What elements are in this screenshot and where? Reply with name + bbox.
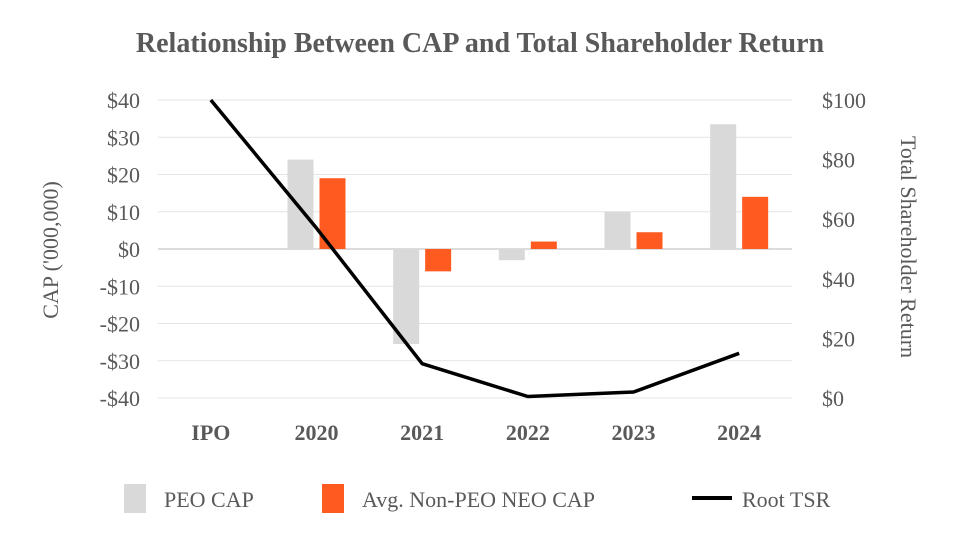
bar-peo-cap-2021 xyxy=(393,249,420,344)
bar-avg-non-peo-neo-cap-2024 xyxy=(742,196,769,249)
bars xyxy=(287,124,769,344)
left-axis-tick-label: -$20 xyxy=(100,312,140,337)
left-axis-tick-label: $30 xyxy=(107,125,140,150)
left-axis-tick-label: -$30 xyxy=(100,349,140,374)
bar-peo-cap-2023 xyxy=(604,211,631,249)
tsr-line-layer xyxy=(209,98,740,399)
right-axis-tick-label: $80 xyxy=(822,148,855,173)
legend-swatch-peo-cap xyxy=(124,484,146,513)
right-axis-tick-label: $20 xyxy=(822,326,855,351)
category-label: 2024 xyxy=(717,420,761,445)
left-axis-tick-label: $20 xyxy=(107,163,140,188)
category-labels: IPO 2020 2021 2022 2023 2024 xyxy=(191,420,761,445)
left-axis-tick-label: -$10 xyxy=(100,274,140,299)
right-axis-label: Total Shareholder Return xyxy=(896,136,921,358)
left-axis-label: CAP ('000,000) xyxy=(38,181,63,319)
legend-label-root-tsr: Root TSR xyxy=(742,487,831,512)
bar-avg-non-peo-neo-cap-2021 xyxy=(425,249,452,272)
legend-label-avg-non-peo-neo-cap: Avg. Non-PEO NEO CAP xyxy=(362,487,595,512)
gridlines xyxy=(158,99,792,399)
left-axis-tick-label: -$40 xyxy=(100,386,140,411)
right-axis-tick-label: $40 xyxy=(822,267,855,292)
bar-peo-cap-2022 xyxy=(498,249,525,261)
line-root-tsr xyxy=(209,98,740,399)
bar-peo-cap-2020 xyxy=(287,159,314,249)
legend: PEO CAP Avg. Non-PEO NEO CAP Root TSR xyxy=(124,484,831,513)
category-label: 2023 xyxy=(612,420,656,445)
right-axis-tick-label: $0 xyxy=(822,386,844,411)
left-axis-tick-label: $0 xyxy=(118,237,140,262)
chart-title: Relationship Between CAP and Total Share… xyxy=(136,28,825,59)
legend-swatch-avg-non-peo-neo-cap xyxy=(322,484,344,513)
bar-peo-cap-2024 xyxy=(710,124,737,249)
left-axis-tick-label: $10 xyxy=(107,200,140,225)
right-axis-tick-label: $60 xyxy=(822,207,855,232)
category-label: 2020 xyxy=(295,420,339,445)
bar-avg-non-peo-neo-cap-2022 xyxy=(530,241,557,249)
right-axis-tick-label: $100 xyxy=(822,88,866,113)
legend-label-peo-cap: PEO CAP xyxy=(164,487,254,512)
category-label: 2021 xyxy=(400,420,444,445)
left-axis-ticks: $40 $30 $20 $10 $0 -$10 -$20 -$30 -$40 xyxy=(100,88,140,411)
left-axis-tick-label: $40 xyxy=(107,88,140,113)
bar-avg-non-peo-neo-cap-2023 xyxy=(636,232,663,249)
category-label: 2022 xyxy=(506,420,550,445)
category-label: IPO xyxy=(191,420,230,445)
right-axis-ticks: $100 $80 $60 $40 $20 $0 xyxy=(822,88,866,411)
